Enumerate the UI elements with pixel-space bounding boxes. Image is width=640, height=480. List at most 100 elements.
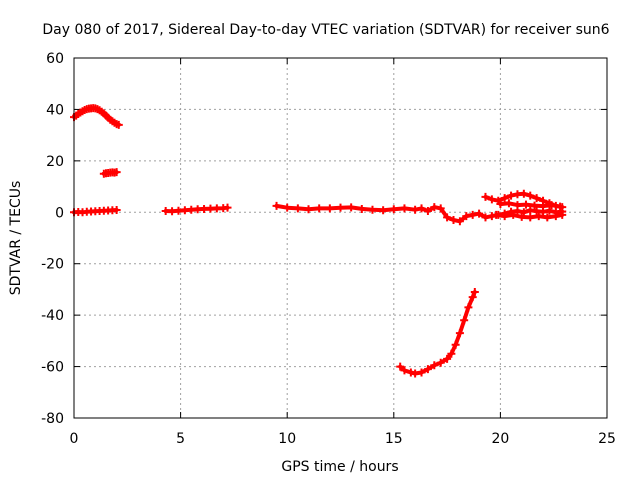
data-point [223,203,232,212]
data-point [430,203,439,212]
y-tick-label: -80 [41,411,64,427]
data-point [325,204,334,213]
data-point [436,358,445,367]
data-point [517,212,526,221]
data-point [283,203,292,212]
data-point [507,191,516,200]
series-seg-loop-lower [492,210,567,222]
data-point [500,194,509,203]
data-point [534,212,543,221]
data-point [411,205,420,214]
x-tick-label: 10 [278,431,296,447]
data-point [272,201,281,210]
data-point [551,212,560,221]
data-point [509,210,518,219]
data-point [532,194,541,203]
data-point [462,212,471,221]
data-point [112,168,121,177]
series-seg-loop-mid [496,199,565,211]
data-point [436,204,445,213]
data-point [547,201,556,210]
data-point [496,200,505,209]
data-point [481,213,490,222]
y-tick-label: -20 [41,257,64,273]
data-point [400,204,409,213]
data-point [475,209,484,218]
data-point [455,329,464,338]
series-seg-neg [396,288,479,378]
y-tick-label: -60 [41,360,64,376]
data-point [406,368,415,377]
data-point [400,366,409,375]
series-seg-zero-b [161,203,232,216]
y-tick-label: 20 [46,154,64,170]
x-tick-label: 5 [176,431,185,447]
y-tick-label: 60 [46,51,64,67]
data-point [455,217,464,226]
data-point [526,213,535,222]
data-point [379,206,388,215]
data-point [468,293,477,302]
x-tick-label: 20 [491,431,509,447]
data-point [464,303,473,312]
data-points [70,104,567,378]
data-point [423,207,432,215]
data-point [389,205,398,214]
data-point [513,201,522,210]
data-point [411,369,420,378]
data-point [423,365,432,374]
data-point [449,216,458,224]
y-tick-label: 0 [55,205,64,221]
series-seg-zero-a [70,205,121,217]
data-point [558,210,567,219]
data-point [315,204,324,213]
x-tick-label: 0 [70,431,79,447]
x-tick-label: 25 [598,431,616,447]
data-point [543,213,552,222]
data-point [112,205,121,214]
data-point [347,203,356,212]
data-point [556,202,565,211]
data-point [443,354,452,363]
data-point [500,212,509,221]
grid [74,58,607,418]
data-point [530,201,539,210]
chart-title: Day 080 of 2017, Sidereal Day-to-day VTE… [42,22,609,38]
y-tick-label: 40 [46,102,64,118]
data-point [492,210,501,219]
data-point [417,368,426,377]
x-tick-label: 15 [385,431,403,447]
data-point [368,205,377,214]
data-point [521,200,530,209]
data-point [451,340,460,349]
data-point [526,206,535,215]
data-point [114,120,123,129]
y-axis-label: SDTVAR / TECUs [8,181,24,296]
data-point [357,204,366,213]
data-point [539,202,548,211]
data-point [443,213,452,222]
data-point [545,206,554,215]
data-point [447,349,456,358]
data-point [519,189,528,198]
data-point [470,288,479,296]
series-seg-arc [70,104,123,129]
data-point [526,191,535,200]
data-point [460,316,469,325]
data-point [304,205,313,214]
data-point [519,208,528,217]
series-seg-15 [99,168,121,178]
y-tick-label: -40 [41,308,64,324]
data-point [396,362,405,371]
data-point [481,192,490,201]
data-point [468,210,477,219]
data-point [417,204,426,213]
data-point [504,199,513,208]
data-point [430,361,439,370]
x-axis-label: GPS time / hours [281,459,398,475]
data-point [336,203,345,212]
plot-frame [73,57,608,419]
data-point [293,204,302,213]
